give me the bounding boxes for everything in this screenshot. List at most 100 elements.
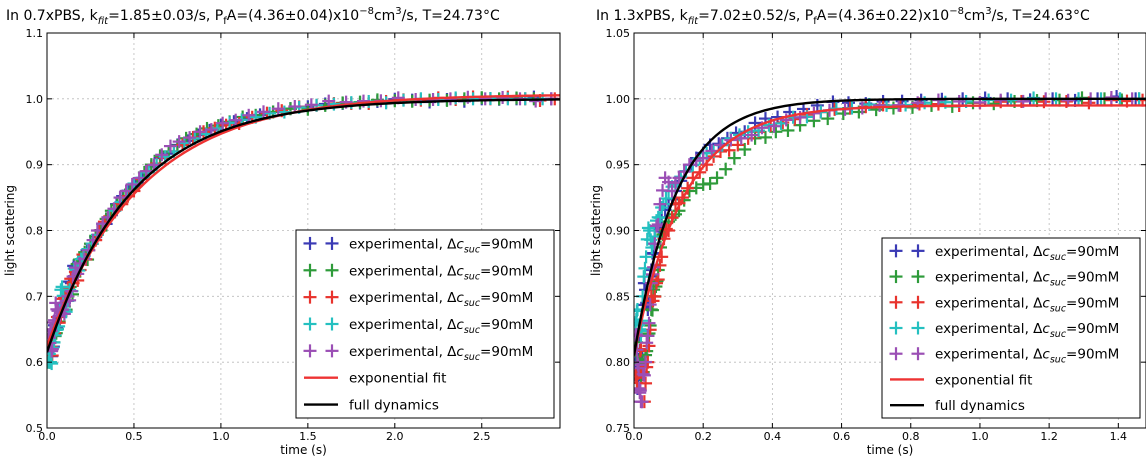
legend-label: experimental, Δcsuc=90mM xyxy=(349,263,533,282)
data-point xyxy=(696,151,710,165)
data-point xyxy=(745,128,759,142)
legend-marker xyxy=(889,347,903,361)
chart-title: In 0.7xPBS, kfit=1.85±0.03/s, PfA=(4.36±… xyxy=(6,6,500,27)
data-point xyxy=(731,138,745,152)
legend-label: experimental, Δcsuc=90mM xyxy=(349,236,533,255)
y-tick-label: 0.9 xyxy=(26,159,44,172)
y-tick-label: 1.05 xyxy=(606,27,631,40)
legend-entry: experimental, Δcsuc=90mM xyxy=(303,317,533,336)
data-point xyxy=(204,123,218,137)
legend-entry: exponential fit xyxy=(890,372,1032,388)
legend-marker xyxy=(303,344,317,358)
legend-marker xyxy=(303,236,317,250)
data-point xyxy=(649,219,663,233)
x-tick-label: 2.5 xyxy=(473,430,491,443)
x-tick-label: 0.5 xyxy=(125,430,143,443)
data-point xyxy=(781,123,795,137)
data-point xyxy=(183,131,197,145)
legend-marker xyxy=(889,244,903,258)
y-tick-label: 1.00 xyxy=(606,93,631,106)
data-point xyxy=(271,102,285,116)
right-chart-panel: 0.0 0.2 0.4 0.6 0.8 1.0 1.2 1.4 0.75 0.80 0.85 0.90… xyxy=(589,6,1146,457)
data-point xyxy=(653,211,667,225)
legend-entry: experimental, Δcsuc=90mM xyxy=(889,321,1119,340)
data-point xyxy=(155,148,169,162)
legend-marker xyxy=(911,347,925,361)
legend-entry: experimental, Δcsuc=90mM xyxy=(889,295,1119,314)
data-point xyxy=(637,368,651,382)
x-tick-label: 0.0 xyxy=(625,430,643,443)
legend-entry: full dynamics xyxy=(890,398,1025,414)
legend-marker xyxy=(325,344,339,358)
legend-marker xyxy=(303,263,317,277)
y-axis-label: light scattering xyxy=(589,185,603,276)
data-point xyxy=(738,142,752,156)
y-tick-label: 0.8 xyxy=(26,225,44,238)
data-point xyxy=(242,108,256,122)
x-tick-label: 0.4 xyxy=(764,430,782,443)
legend-marker xyxy=(325,290,339,304)
y-tick-label: 0.85 xyxy=(606,290,631,303)
legend-marker xyxy=(325,317,339,331)
legend-label: experimental, Δcsuc=90mM xyxy=(349,317,533,336)
legend-box xyxy=(881,237,1141,419)
data-point xyxy=(710,171,724,185)
legend: experimental, Δcsuc=90mM experimental, Δc… xyxy=(881,237,1141,419)
data-point xyxy=(119,184,133,198)
data-point xyxy=(651,217,665,231)
legend-label: full dynamics xyxy=(349,398,439,414)
legend-marker xyxy=(303,290,317,304)
legend-label: exponential fit xyxy=(935,372,1032,388)
data-point xyxy=(648,290,662,304)
data-point xyxy=(639,355,653,369)
x-tick-label: 1.4 xyxy=(1110,430,1128,443)
x-axis-label: time (s) xyxy=(280,443,327,457)
full-dynamics-line xyxy=(47,98,560,353)
legend: experimental, Δcsuc=90mM experimental, Δc… xyxy=(295,229,555,419)
data-point xyxy=(821,112,835,126)
data-point xyxy=(655,250,669,264)
legend-entry: experimental, Δcsuc=90mM xyxy=(889,347,1119,366)
legend-label: experimental, Δcsuc=90mM xyxy=(935,270,1119,289)
x-tick-label: 1.2 xyxy=(1040,430,1058,443)
legend-entry: exponential fit xyxy=(304,371,446,387)
x-tick-label: 1.0 xyxy=(971,430,989,443)
data-point xyxy=(700,158,714,172)
x-axis-label: time (s) xyxy=(867,443,914,457)
legend-marker xyxy=(911,295,925,309)
chart-title: In 1.3xPBS, kfit=7.02±0.52/s, PfA=(4.36±… xyxy=(596,6,1090,27)
x-tick-label: 1.0 xyxy=(212,430,230,443)
y-tick-label: 0.5 xyxy=(26,422,44,435)
data-point xyxy=(640,336,654,350)
y-tick-label: 0.95 xyxy=(606,159,631,172)
data-point xyxy=(641,221,655,235)
data-point xyxy=(172,135,186,149)
data-point xyxy=(641,329,655,343)
x-tick-label: 2.0 xyxy=(386,430,404,443)
data-point xyxy=(139,164,153,178)
legend-marker xyxy=(889,321,903,335)
y-tick-label: 0.75 xyxy=(606,422,631,435)
x-tick-label: 0.0 xyxy=(38,430,56,443)
data-point xyxy=(642,339,656,353)
data-point xyxy=(767,119,781,133)
legend-marker xyxy=(325,263,339,277)
legend-box xyxy=(295,229,555,419)
data-point xyxy=(637,270,651,284)
data-point xyxy=(727,151,741,165)
data-point xyxy=(722,143,736,157)
legend-marker xyxy=(911,244,925,258)
legend-label: experimental, Δcsuc=90mM xyxy=(935,347,1119,366)
data-point xyxy=(705,144,719,158)
x-tick-label: 0.6 xyxy=(833,430,851,443)
data-point xyxy=(288,99,302,113)
data-point xyxy=(216,116,230,130)
legend-marker xyxy=(325,236,339,250)
legend-label: experimental, Δcsuc=90mM xyxy=(349,344,533,363)
data-point xyxy=(193,125,207,139)
legend-marker xyxy=(889,270,903,284)
y-tick-label: 1.0 xyxy=(26,93,44,106)
data-point xyxy=(113,191,127,205)
legend-label: experimental, Δcsuc=90mM xyxy=(349,290,533,309)
legend-label: exponential fit xyxy=(349,371,446,387)
